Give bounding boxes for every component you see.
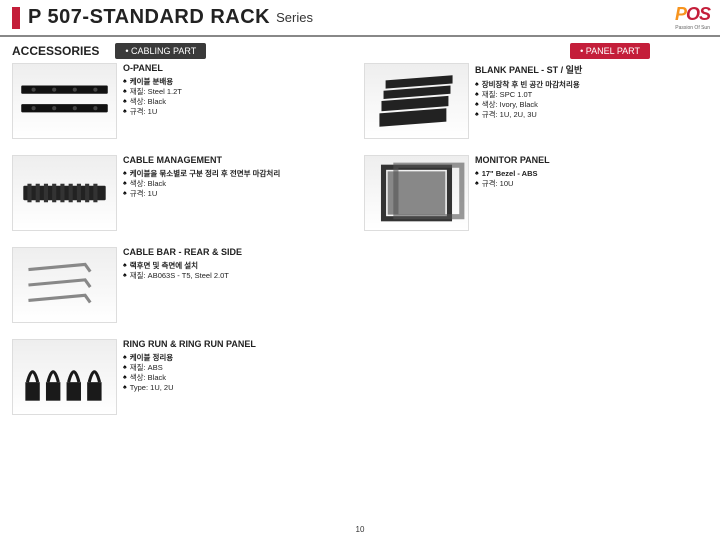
spec-line: 색상: Ivory, Black — [475, 100, 702, 110]
spec-line: 색상: Black — [123, 179, 350, 189]
spec-line: 17" Bezel - ABS — [475, 169, 702, 179]
product-body: BLANK PANEL - ST / 일반장비장착 후 빈 공간 마감처리용재질… — [469, 63, 708, 149]
product-title: CABLE MANAGEMENT — [123, 155, 350, 165]
product-image — [12, 339, 117, 415]
spec-line: 재질: ABS — [123, 363, 350, 373]
product-title: MONITOR PANEL — [475, 155, 702, 165]
page-title: P 507-STANDARD RACK — [28, 6, 270, 29]
product-item: MONITOR PANEL 17" Bezel - ABS규격: 10U — [364, 155, 708, 241]
product-item: CABLE MANAGEMENT 케이블을 묶소별로 구분 정리 후 전면부 마감… — [12, 155, 356, 241]
product-title: BLANK PANEL - ST / 일반 — [475, 63, 702, 76]
content-grid: O-PANEL케이블 분배용재질: Steel 1.2T색상: Black규격:… — [0, 63, 720, 431]
col-left: O-PANEL케이블 분배용재질: Steel 1.2T색상: Black규격:… — [12, 63, 356, 431]
spec-line: 케이블 분배용 — [123, 77, 350, 87]
logo: POS Passion Of Sun — [675, 4, 710, 31]
product-image — [12, 155, 117, 231]
col-right: BLANK PANEL - ST / 일반장비장착 후 빈 공간 마감처리용재질… — [364, 63, 708, 431]
spec-line: 재질: Steel 1.2T — [123, 87, 350, 97]
logo-tagline: Passion Of Sun — [675, 25, 710, 31]
section-row: ACCESSORIES • CABLING PART • PANEL PART — [0, 37, 720, 63]
product-image — [364, 155, 469, 231]
product-item: RING RUN & RING RUN PANEL 케이블 정리용재질: ABS색… — [12, 339, 356, 425]
product-specs: 케이블 분배용재질: Steel 1.2T색상: Black규격: 1U — [123, 77, 350, 118]
product-specs: 장비장착 후 빈 공간 마감처리용재질: SPC 1.0T색상: Ivory, … — [475, 80, 702, 121]
title-accent — [12, 7, 20, 29]
product-item: O-PANEL 케이블 분배용재질: Steel 1.2T색상: Black규격:… — [12, 63, 356, 149]
section-label: ACCESSORIES — [12, 44, 99, 58]
logo-text: POS — [675, 4, 710, 25]
product-image — [364, 63, 469, 139]
product-specs: 17" Bezel - ABS규격: 10U — [475, 169, 702, 189]
spec-line: 규격: 1U — [123, 189, 350, 199]
page-number: 10 — [356, 525, 365, 534]
spec-line: 재질: SPC 1.0T — [475, 90, 702, 100]
spec-line: 케이블 정리용 — [123, 353, 350, 363]
product-body: CABLE BAR - REAR & SIDE 랙후면 및 측면에 설치재질: A… — [117, 247, 356, 333]
spec-line: 규격: 10U — [475, 179, 702, 189]
product-image — [12, 247, 117, 323]
product-item: BLANK PANEL - ST / 일반장비장착 후 빈 공간 마감처리용재질… — [364, 63, 708, 149]
spec-line: Type: 1U, 2U — [123, 383, 350, 393]
page-subtitle: Series — [276, 10, 313, 25]
spec-line: 규격: 1U — [123, 107, 350, 117]
spec-line: 재질: AB063S - T5, Steel 2.0T — [123, 271, 350, 281]
spec-line: 장비장착 후 빈 공간 마감처리용 — [475, 80, 702, 90]
pill-panel: • PANEL PART — [570, 43, 650, 59]
product-item: CABLE BAR - REAR & SIDE 랙후면 및 측면에 설치재질: A… — [12, 247, 356, 333]
product-specs: 랙후면 및 측면에 설치재질: AB063S - T5, Steel 2.0T — [123, 261, 350, 281]
spec-line: 색상: Black — [123, 373, 350, 383]
product-body: RING RUN & RING RUN PANEL 케이블 정리용재질: ABS색… — [117, 339, 356, 425]
product-body: CABLE MANAGEMENT 케이블을 묶소별로 구분 정리 후 전면부 마감… — [117, 155, 356, 241]
spec-line: 규격: 1U, 2U, 3U — [475, 110, 702, 120]
product-title: O-PANEL — [123, 63, 350, 73]
product-body: O-PANEL 케이블 분배용재질: Steel 1.2T색상: Black규격:… — [117, 63, 356, 149]
spec-line: 케이블을 묶소별로 구분 정리 후 전면부 마감처리 — [123, 169, 350, 179]
title-bar: P 507-STANDARD RACK Series POS Passion O… — [0, 0, 720, 37]
spec-line: 랙후면 및 측면에 설치 — [123, 261, 350, 271]
product-title: RING RUN & RING RUN PANEL — [123, 339, 350, 349]
product-title: CABLE BAR - REAR & SIDE — [123, 247, 350, 257]
product-specs: 케이블 정리용재질: ABS색상: BlackType: 1U, 2U — [123, 353, 350, 394]
product-body: MONITOR PANEL 17" Bezel - ABS규격: 10U — [469, 155, 708, 241]
product-image — [12, 63, 117, 139]
pill-cabling: • CABLING PART — [115, 43, 206, 59]
product-specs: 케이블을 묶소별로 구분 정리 후 전면부 마감처리색상: Black규격: 1… — [123, 169, 350, 199]
spec-line: 색상: Black — [123, 97, 350, 107]
